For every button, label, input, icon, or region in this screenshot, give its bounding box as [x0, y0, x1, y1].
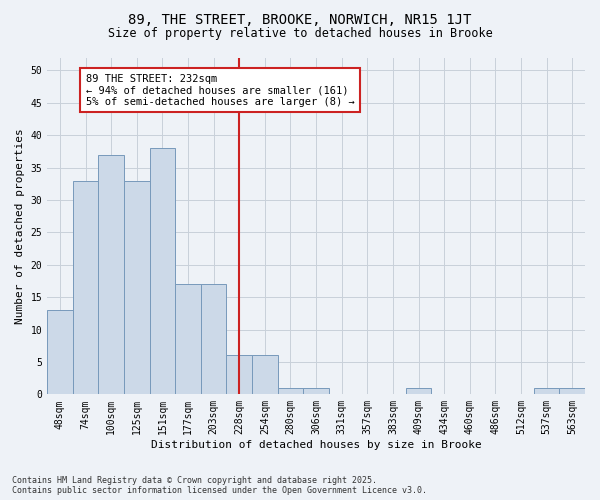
Bar — [406, 388, 431, 394]
Bar — [534, 388, 559, 394]
Bar — [47, 310, 73, 394]
Text: 89, THE STREET, BROOKE, NORWICH, NR15 1JT: 89, THE STREET, BROOKE, NORWICH, NR15 1J… — [128, 12, 472, 26]
Bar — [73, 180, 98, 394]
X-axis label: Distribution of detached houses by size in Brooke: Distribution of detached houses by size … — [151, 440, 481, 450]
Bar — [252, 356, 278, 395]
Bar — [559, 388, 585, 394]
Bar — [98, 154, 124, 394]
Y-axis label: Number of detached properties: Number of detached properties — [15, 128, 25, 324]
Text: Size of property relative to detached houses in Brooke: Size of property relative to detached ho… — [107, 28, 493, 40]
Text: 89 THE STREET: 232sqm
← 94% of detached houses are smaller (161)
5% of semi-deta: 89 THE STREET: 232sqm ← 94% of detached … — [86, 74, 355, 107]
Bar — [303, 388, 329, 394]
Bar — [149, 148, 175, 394]
Bar — [124, 180, 149, 394]
Bar — [175, 284, 201, 395]
Bar — [278, 388, 303, 394]
Bar — [226, 356, 252, 395]
Text: Contains HM Land Registry data © Crown copyright and database right 2025.
Contai: Contains HM Land Registry data © Crown c… — [12, 476, 427, 495]
Bar — [201, 284, 226, 395]
